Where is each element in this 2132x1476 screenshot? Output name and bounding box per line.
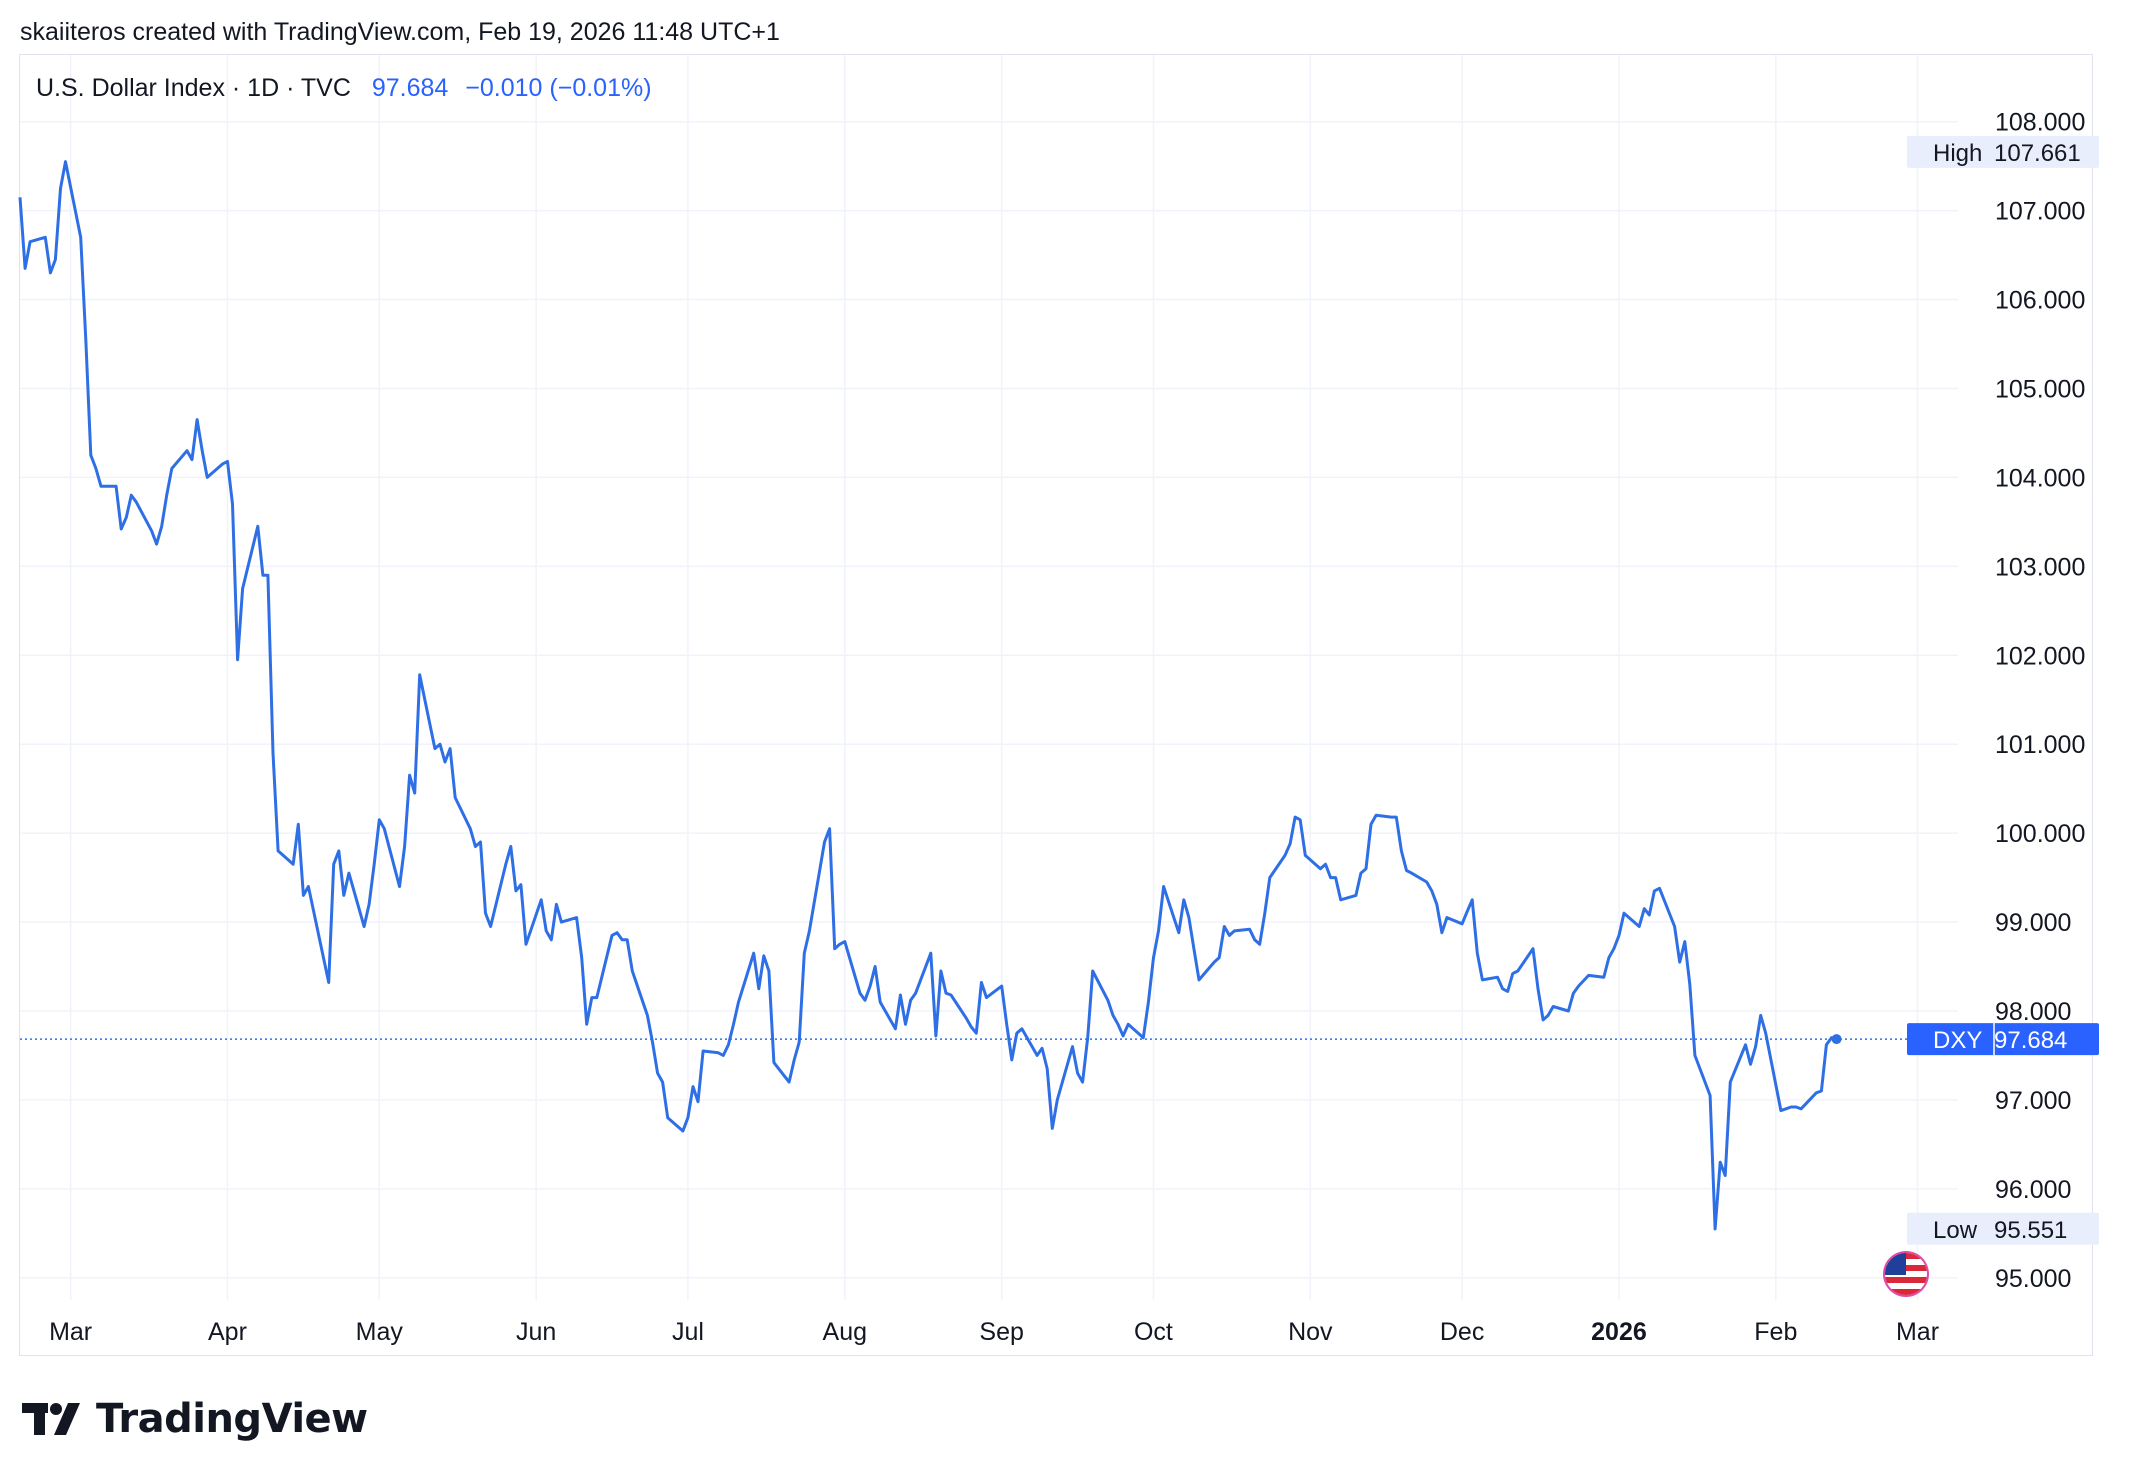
y-tick-label: 103.000 (1995, 553, 2085, 581)
chart-frame[interactable] (19, 54, 2093, 1356)
y-tick-label: 104.000 (1995, 464, 2085, 492)
x-tick-label: Feb (1754, 1318, 1797, 1346)
low-marker[interactable]: Low 95.551 (1907, 1212, 2099, 1245)
last-price-marker[interactable]: DXY 97.684 (1907, 1023, 2099, 1056)
x-tick-label: Dec (1440, 1318, 1484, 1346)
x-tick-label: Mar (49, 1318, 92, 1346)
last-value: 97.684 (371, 74, 449, 102)
x-tick-label: Apr (208, 1318, 247, 1346)
x-tick-label: Jun (516, 1318, 556, 1346)
x-tick-label: Jul (672, 1318, 704, 1346)
x-tick-label: 2026 (1591, 1318, 1647, 1346)
series-line-dxy (18, 160, 1837, 1231)
y-tick-label: 96.000 (1995, 1176, 2071, 1204)
x-tick-label: Nov (1288, 1318, 1333, 1346)
x-tick-label: Mar (1896, 1318, 1939, 1346)
low-marker-label: Low (1933, 1217, 1978, 1244)
chart-credit: skaiiteros created with TradingView.com,… (20, 18, 780, 46)
high-marker[interactable]: High 107.661 (1907, 135, 2099, 168)
grid-lines (20, 55, 1958, 1300)
y-tick-label: 99.000 (1995, 909, 2071, 937)
symbol-legend[interactable]: U.S. Dollar Index · 1D · TVC 97.684 −0.0… (36, 74, 652, 103)
y-tick-label: 107.000 (1995, 198, 2085, 226)
high-marker-label: High (1933, 140, 1982, 167)
symbol-title: U.S. Dollar Index · 1D · TVC (36, 74, 351, 102)
y-tick-label: 102.000 (1995, 642, 2085, 670)
last-price-marker-label: DXY (1933, 1027, 1982, 1054)
price-labels: High 107.661 Low 95.551 DXY 97.684 (1907, 135, 2099, 1245)
last-price-dot (1831, 1034, 1842, 1045)
x-tick-label: Sep (979, 1318, 1023, 1346)
x-tick-label: Oct (1134, 1318, 1173, 1346)
y-tick-label: 108.000 (1995, 109, 2085, 137)
y-tick-label: 101.000 (1995, 731, 2085, 759)
y-tick-label: 106.000 (1995, 287, 2085, 315)
tradingview-logo[interactable]: TradingView (22, 1396, 368, 1442)
x-tick-label: Aug (823, 1318, 867, 1346)
y-tick-label: 98.000 (1995, 998, 2071, 1026)
y-tick-label: 105.000 (1995, 375, 2085, 403)
tradingview-logo-icon (22, 1403, 80, 1435)
y-tick-label: 100.000 (1995, 820, 2085, 848)
brand-name: TradingView (96, 1396, 368, 1442)
y-tick-label: 95.000 (1995, 1265, 2071, 1293)
low-marker-value: 95.551 (1994, 1217, 2067, 1244)
y-axis: 108.000 107.000 106.000 105.000 104.000 103.0… (1995, 109, 2085, 1293)
x-tick-label: May (356, 1318, 404, 1346)
high-marker-value: 107.661 (1994, 140, 2081, 167)
x-axis: Mar Apr May Jun Jul Aug Sep Oct Nov Dec 2026 Feb Mar (49, 1318, 1939, 1346)
price-change: −0.010 (−0.01%) (465, 74, 652, 102)
us-flag-icon[interactable] (1883, 1251, 1929, 1297)
y-tick-label: 97.000 (1995, 1087, 2071, 1115)
last-price-marker-value: 97.684 (1994, 1027, 2067, 1054)
